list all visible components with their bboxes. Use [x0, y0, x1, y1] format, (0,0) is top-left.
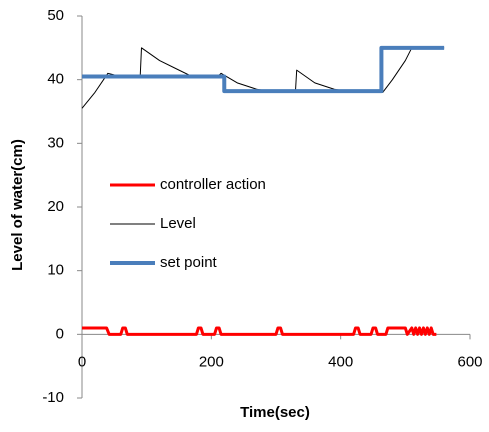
series-line [82, 45, 445, 94]
x-tick-label: 200 [199, 353, 224, 370]
y-tick-label: 10 [47, 262, 64, 279]
y-axis-label: Level of water(cm) [9, 139, 26, 271]
y-tick-label: 20 [47, 198, 64, 215]
y-tick-label: 30 [47, 134, 64, 151]
legend-label: Level [160, 215, 196, 232]
series-line [82, 326, 437, 336]
y-tick-label: 40 [47, 71, 64, 88]
x-tick-label: 0 [78, 353, 86, 370]
y-tick-label: 0 [56, 325, 64, 342]
y-tick-label: 50 [47, 7, 64, 24]
legend-label: controller action [160, 176, 266, 193]
y-tick-label: -10 [42, 389, 64, 406]
x-tick-label: 600 [457, 353, 482, 370]
x-tick-label: 400 [328, 353, 353, 370]
x-axis-label: Time(sec) [240, 404, 310, 421]
legend-label: set point [160, 254, 218, 271]
